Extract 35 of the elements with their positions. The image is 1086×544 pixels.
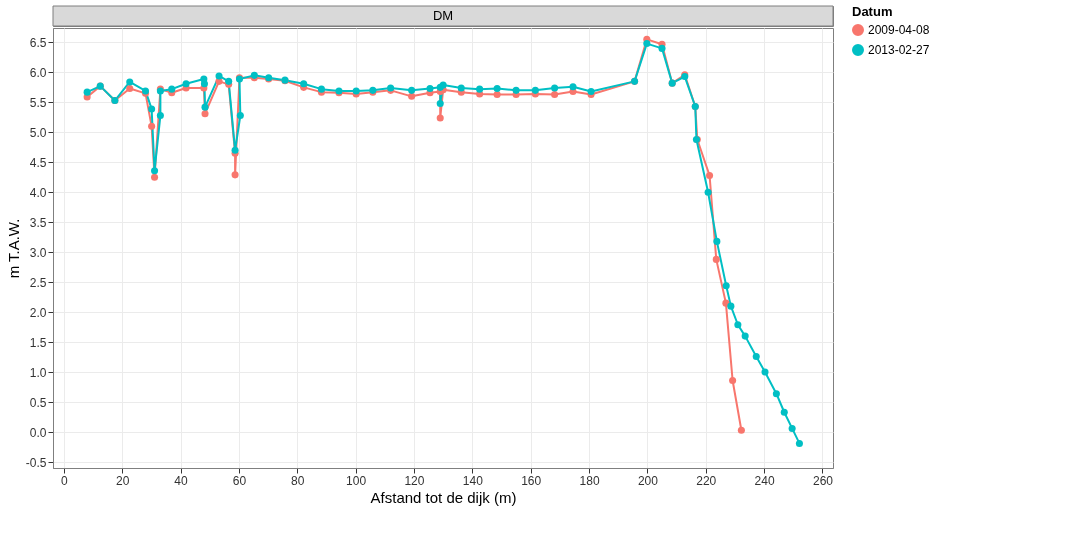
x-tick-label: 260 (812, 473, 834, 488)
y-tick-label: 3.5 (29, 215, 47, 230)
x-tick-label: 240 (754, 473, 775, 488)
legend-label: 2013-02-27 (868, 43, 930, 57)
x-tick-label: 120 (404, 473, 425, 488)
y-tick-label: 2.0 (29, 305, 47, 320)
x-tick-label: 20 (115, 473, 130, 488)
x-tick-label: 60 (232, 473, 247, 488)
y-tick-label: 5.5 (29, 95, 47, 110)
chart-title: DM (432, 8, 454, 23)
y-tick-label: 2.5 (29, 275, 47, 290)
x-tick-label: 140 (462, 473, 484, 488)
y-tick-label: 6.0 (29, 65, 47, 80)
y-tick-label: 4.0 (29, 185, 47, 200)
y-axis-title: m T.A.W. (4, 218, 22, 279)
x-tick-label: 180 (579, 473, 600, 488)
x-tick-label: 200 (637, 473, 659, 488)
y-tick-label: 3.0 (29, 245, 47, 260)
y-tick-label: 1.5 (29, 335, 47, 350)
y-tick-label: 5.0 (29, 125, 47, 140)
y-tick-label: 4.5 (29, 155, 47, 170)
y-tick-label: 1.0 (29, 365, 47, 380)
x-tick-label: 220 (696, 473, 717, 488)
x-axis-title: Afstand tot de dijk (m) (370, 488, 517, 506)
x-tick-label: 160 (521, 473, 542, 488)
y-tick-label: 0.5 (29, 395, 47, 410)
x-tick-label: 100 (346, 473, 367, 488)
x-tick-label: 0 (60, 473, 68, 488)
legend-title: Datum (852, 4, 893, 19)
legend-label: 2009-04-08 (868, 23, 930, 37)
y-tick-label: 0.0 (29, 425, 47, 440)
y-tick-label: -0.5 (25, 455, 47, 470)
y-tick-label: 6.5 (29, 35, 47, 50)
x-tick-label: 40 (174, 473, 189, 488)
x-tick-label: 80 (291, 473, 305, 488)
